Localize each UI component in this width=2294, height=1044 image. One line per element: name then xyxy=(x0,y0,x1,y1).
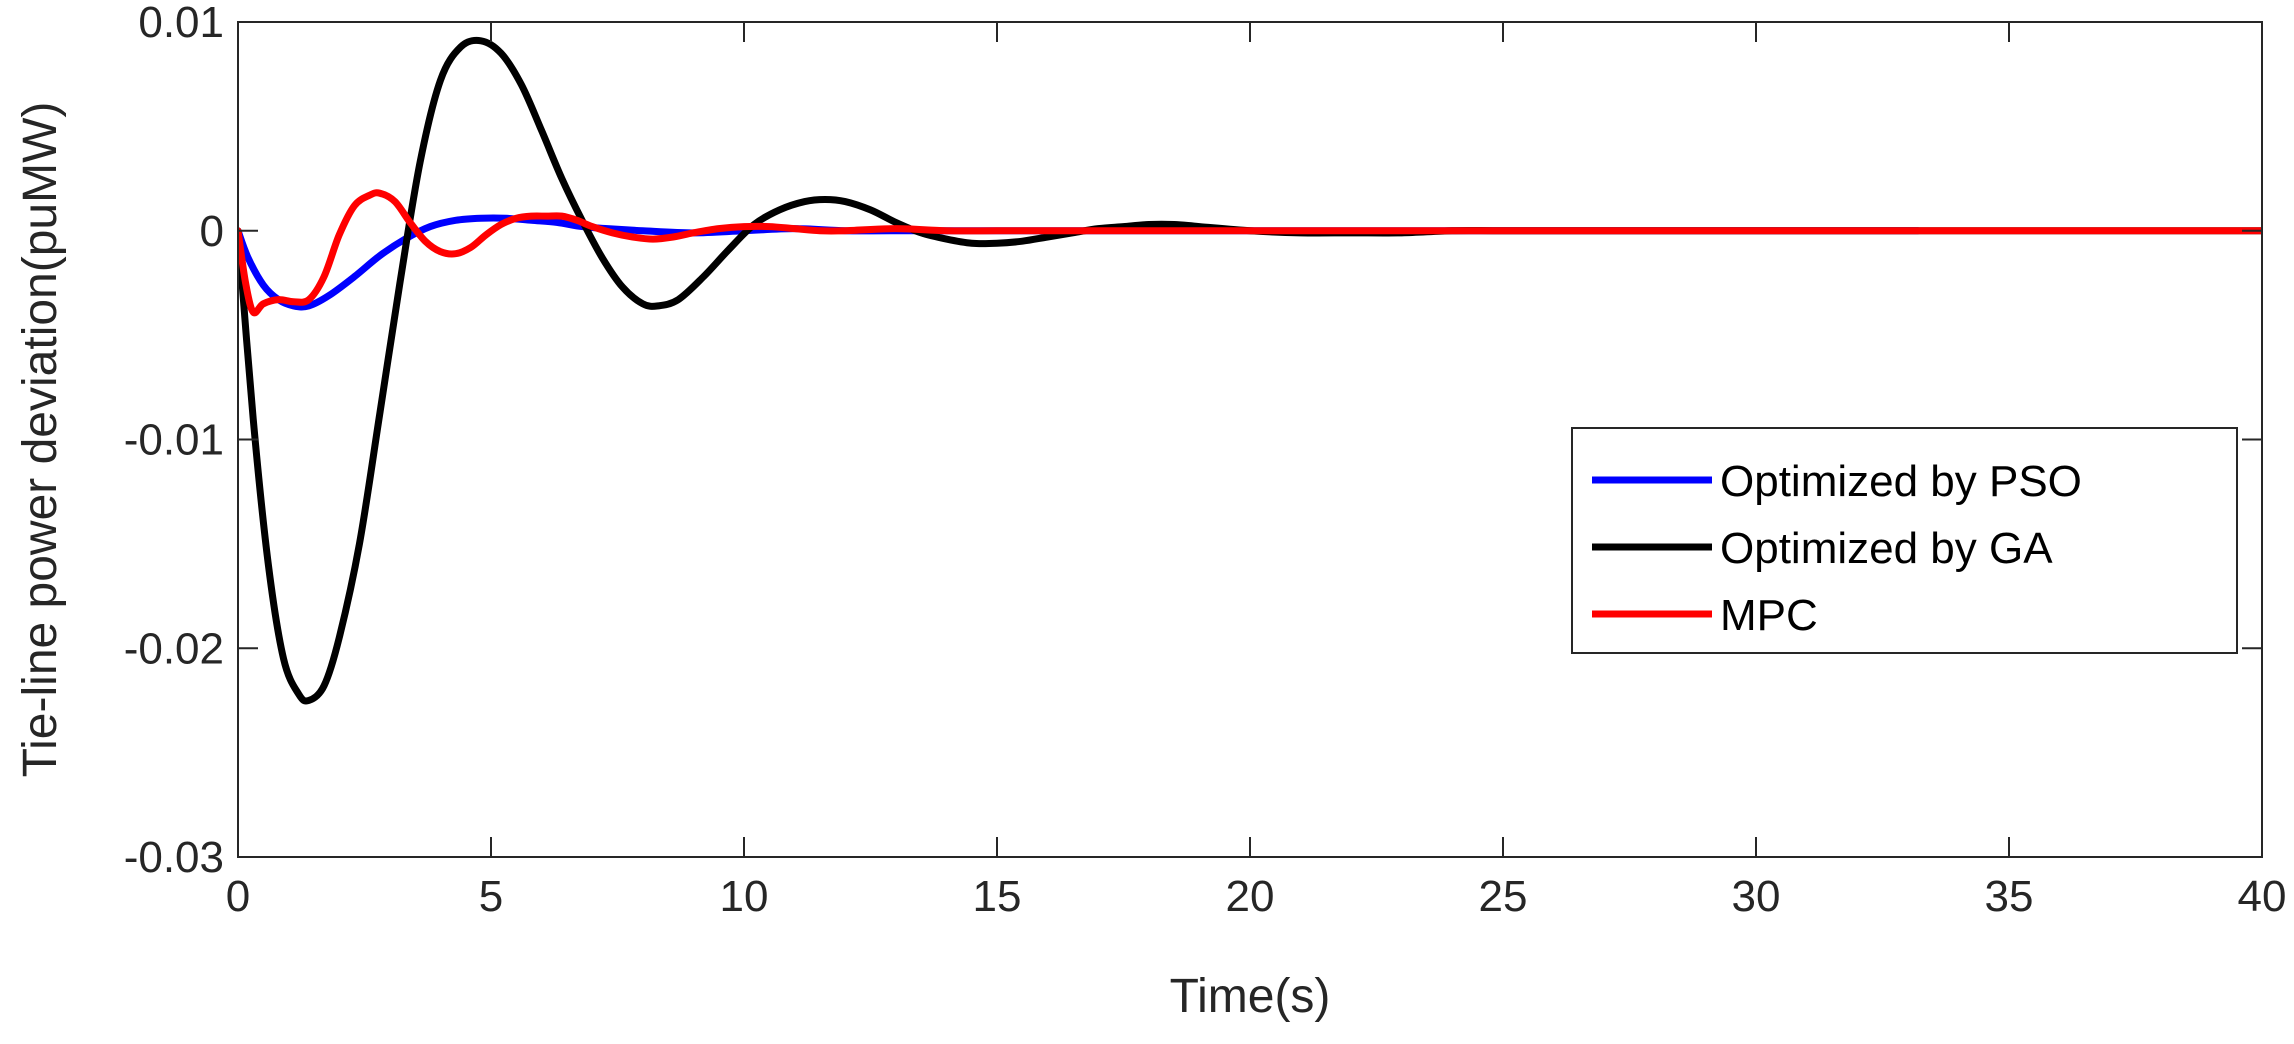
x-tick-label: 10 xyxy=(720,872,769,921)
legend-label: Optimized by PSO xyxy=(1720,457,2082,506)
y-tick-label: 0.01 xyxy=(138,0,224,47)
x-tick-label: 20 xyxy=(1226,872,1275,921)
y-tick-label: 0 xyxy=(200,207,224,256)
legend-label: Optimized by GA xyxy=(1720,524,2053,573)
x-tick-label: 25 xyxy=(1479,872,1528,921)
legend-label: MPC xyxy=(1720,591,1818,640)
x-tick-label: 30 xyxy=(1732,872,1781,921)
y-tick-label: -0.01 xyxy=(124,416,224,465)
x-axis-title: Time(s) xyxy=(1170,970,1331,1023)
y-tick-label: -0.02 xyxy=(124,624,224,673)
x-tick-label: 35 xyxy=(1985,872,2034,921)
y-axis-title: Tie-line power deviation(puMW) xyxy=(14,102,67,778)
x-tick-label: 15 xyxy=(973,872,1022,921)
series-layer xyxy=(238,36,2262,705)
series-line-mpc xyxy=(238,189,2262,317)
legend: Optimized by PSO Optimized by GA MPC xyxy=(1571,427,2238,654)
x-tick-label: 0 xyxy=(226,872,250,921)
x-tick-label: 5 xyxy=(479,872,503,921)
x-tick-label: 40 xyxy=(2238,872,2287,921)
y-tick-label: -0.03 xyxy=(124,833,224,882)
ticks-layer: 0 5 10 15 20 25 30 35 40 0.01 0 -0.01 -0.02 -0.03 xyxy=(124,0,2287,921)
